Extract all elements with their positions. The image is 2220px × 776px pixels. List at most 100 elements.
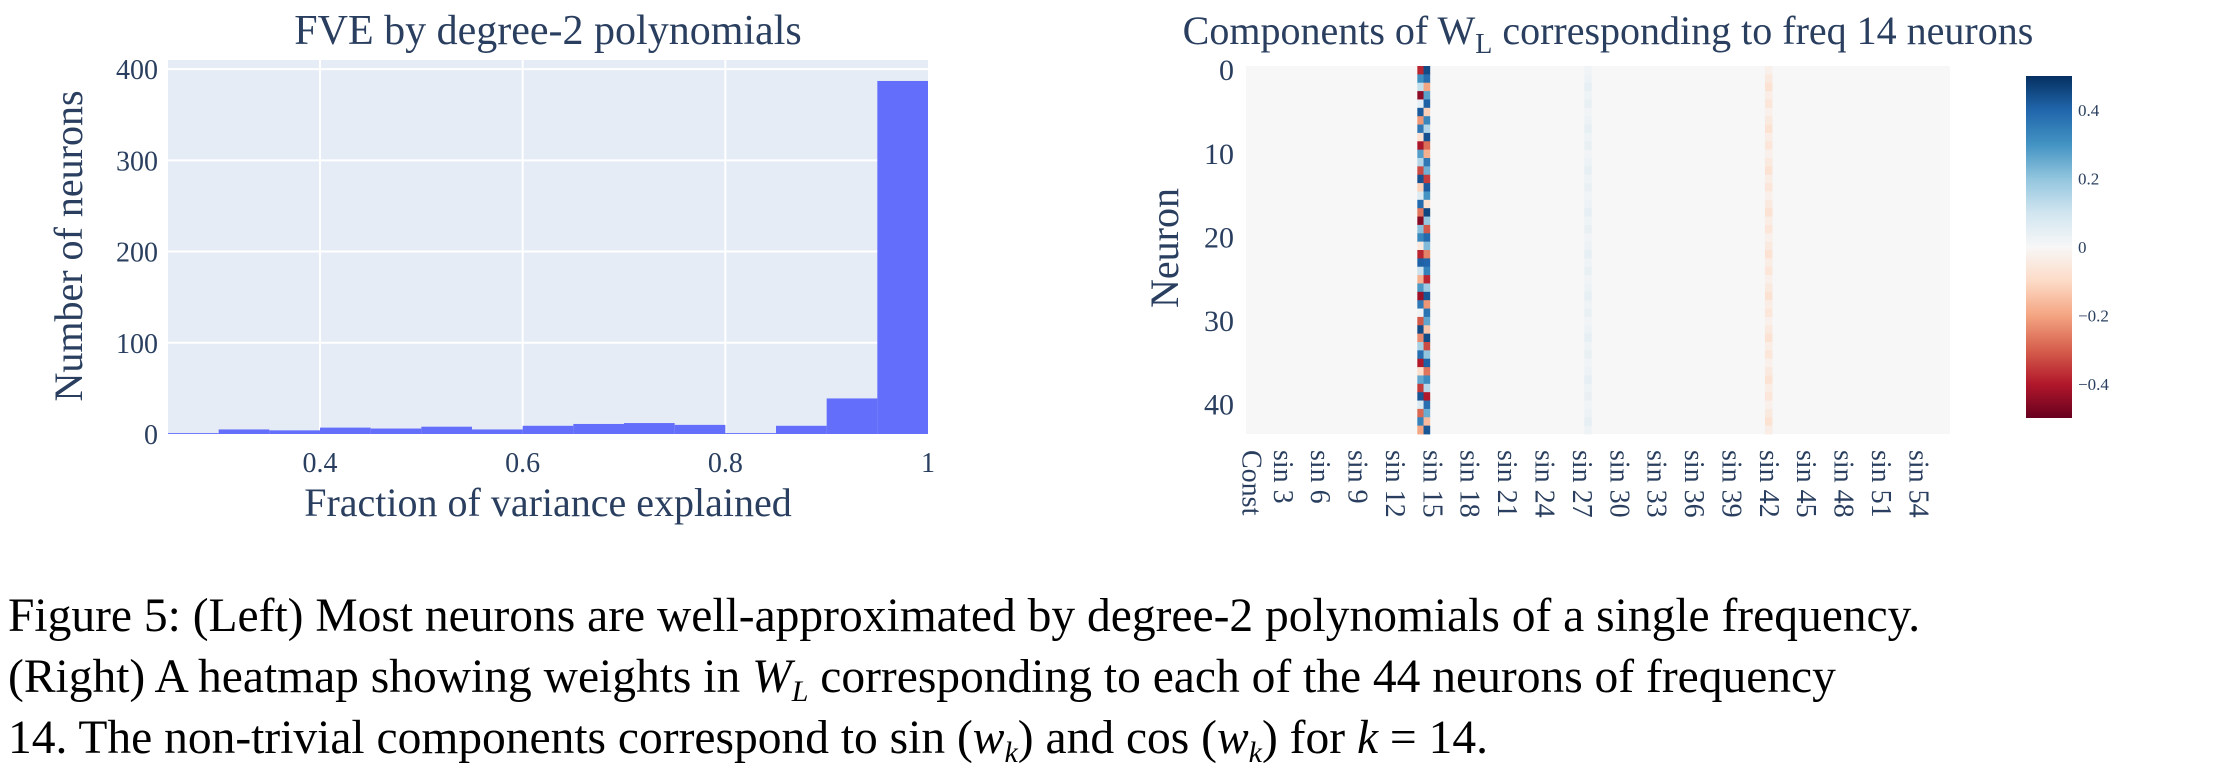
heatmap-cell xyxy=(1764,291,1773,301)
heatmap-cell xyxy=(1417,258,1424,268)
heatmap-cell xyxy=(1423,241,1431,251)
histogram-bars xyxy=(168,80,928,435)
heatmap-cell xyxy=(1417,358,1424,368)
heatmap-y-tick: 0 xyxy=(1219,54,1234,87)
heatmap-cell xyxy=(1417,233,1424,243)
heatmap-cell xyxy=(1584,250,1592,259)
heatmap-cell xyxy=(1423,367,1431,376)
caption-math-k-subscript-2: k xyxy=(1248,736,1262,769)
histogram-x-tick: 0.4 xyxy=(303,448,338,479)
heatmap-cell xyxy=(1584,316,1592,326)
histogram-bar xyxy=(522,425,574,434)
heatmap-cell xyxy=(1423,132,1431,142)
heatmap-cell xyxy=(1764,66,1773,75)
heatmap-cell xyxy=(1764,116,1773,125)
heatmap-cell xyxy=(1417,158,1424,167)
heatmap-cell xyxy=(1584,350,1592,360)
histogram-x-axis-label: Fraction of variance explained xyxy=(304,480,792,525)
heatmap-cell xyxy=(1417,325,1424,335)
heatmap-cell xyxy=(1423,316,1431,326)
heatmap-cell xyxy=(1423,208,1431,217)
histogram-plot-area xyxy=(168,60,928,434)
heatmap-x-tick: sin 39 xyxy=(1715,450,1746,518)
heatmap-cell xyxy=(1764,191,1773,201)
heatmap-y-tick: 10 xyxy=(1204,138,1234,171)
histogram-bar xyxy=(826,398,878,434)
heatmap-x-tick: sin 42 xyxy=(1753,450,1784,518)
heatmap-x-tick: sin 51 xyxy=(1865,450,1896,518)
heatmap-cell xyxy=(1423,308,1431,318)
heatmap-cell xyxy=(1423,291,1431,301)
heatmap-x-tick: sin 21 xyxy=(1491,450,1522,518)
heatmap-cell xyxy=(1764,216,1773,226)
histogram-bar xyxy=(168,433,219,434)
heatmap-cell xyxy=(1417,375,1424,385)
heatmap-cell xyxy=(1423,375,1431,385)
heatmap-cell xyxy=(1417,174,1424,184)
heatmap-cell xyxy=(1764,392,1773,401)
heatmap-x-tick: sin 3 xyxy=(1267,450,1298,504)
heatmap-cell xyxy=(1764,233,1773,243)
heatmap-cell xyxy=(1584,141,1592,151)
heatmap-x-tick: sin 18 xyxy=(1454,450,1485,518)
caption-line-2: (Right) A heatmap showing weights in WL … xyxy=(8,647,2213,708)
heatmap-x-tick-labels: Const sin 3 sin 6 sin 9 sin 12 sin 15 sin 18 si… xyxy=(1236,450,1934,518)
heatmap-cell xyxy=(1423,166,1431,176)
heatmap-cell xyxy=(1584,392,1592,401)
heatmap-cell xyxy=(1423,116,1431,125)
heatmap-cell xyxy=(1423,425,1431,435)
caption-line-3-part-c: ) for xyxy=(1261,712,1357,764)
heatmap-cell xyxy=(1417,241,1424,251)
heatmap-cell xyxy=(1764,400,1773,410)
heatmap-cell xyxy=(1764,333,1773,343)
caption-line-2-start: (Right) A heatmap showing weights in xyxy=(8,651,753,703)
heatmap-cell xyxy=(1584,149,1592,159)
caption-math-wk-2: w xyxy=(1216,712,1249,764)
histogram-bar xyxy=(421,426,472,434)
heatmap-cell xyxy=(1417,367,1424,376)
heatmap-cell xyxy=(1764,350,1773,360)
heatmap-cell xyxy=(1417,425,1424,435)
heatmap-cell xyxy=(1764,158,1773,167)
heatmap-cell xyxy=(1417,342,1424,351)
heatmap-cell xyxy=(1764,383,1773,393)
heatmap-cell xyxy=(1417,82,1424,92)
heatmap-cell xyxy=(1423,417,1431,427)
heatmap-cell xyxy=(1417,408,1424,418)
heatmap-cell xyxy=(1423,99,1431,109)
heatmap-cell xyxy=(1423,342,1431,351)
heatmap-cell xyxy=(1423,199,1431,209)
heatmap-cell xyxy=(1417,417,1424,427)
heatmap-cell xyxy=(1423,400,1431,410)
heatmap-x-tick: sin 33 xyxy=(1641,450,1672,518)
heatmap-cell xyxy=(1764,124,1773,134)
heatmap-cell xyxy=(1584,300,1592,309)
heatmap-cell xyxy=(1423,74,1431,84)
heatmap-cell xyxy=(1423,91,1431,100)
heatmap-cell xyxy=(1584,383,1592,393)
heatmap-cell xyxy=(1423,258,1431,268)
heatmap-cell xyxy=(1584,199,1592,209)
heatmap-cell xyxy=(1417,166,1424,176)
histogram-panel: 0.4 0.6 0.8 1 0 100 200 300 400 FVE by degree-2… xyxy=(46,8,935,525)
caption-math-w: W xyxy=(752,651,792,703)
heatmap-cell xyxy=(1584,325,1592,335)
heatmap-cell xyxy=(1764,74,1773,84)
heatmap-cell xyxy=(1417,199,1424,209)
heatmap-cell xyxy=(1584,333,1592,343)
heatmap-cells xyxy=(1417,66,1773,435)
heatmap-cell xyxy=(1423,383,1431,393)
heatmap-cell xyxy=(1584,275,1592,284)
histogram-bar xyxy=(674,424,726,434)
histogram-x-tick: 0.6 xyxy=(505,448,540,479)
heatmap-cell xyxy=(1764,82,1773,92)
heatmap-x-tick: sin 15 xyxy=(1416,450,1447,518)
caption-line-3-part-d: = 14. xyxy=(1378,712,1488,764)
colorbar-tick: −0.4 xyxy=(2078,375,2109,394)
heatmap-cell xyxy=(1764,308,1773,318)
caption-math-wk-1: w xyxy=(972,712,1005,764)
heatmap-cell xyxy=(1764,417,1773,427)
heatmap-cell xyxy=(1423,233,1431,243)
heatmap-cell xyxy=(1584,183,1592,192)
